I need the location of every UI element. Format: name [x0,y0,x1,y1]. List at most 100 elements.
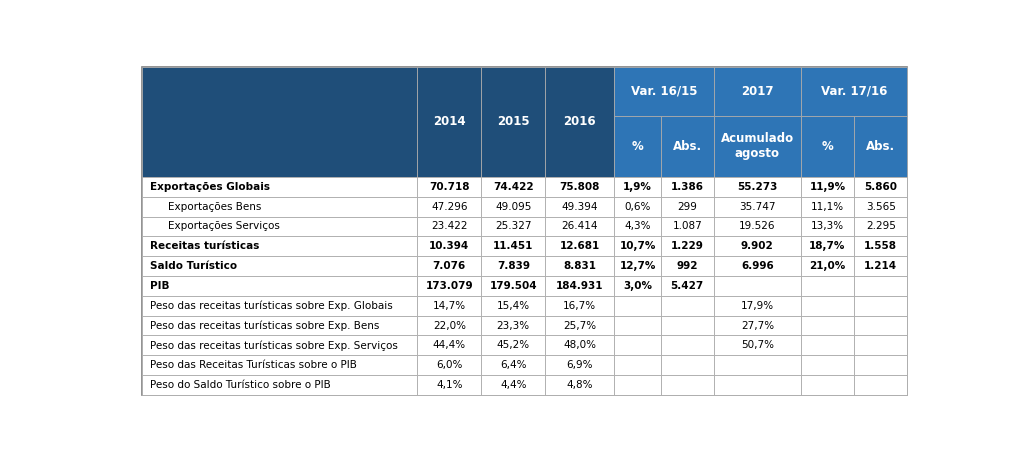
Text: 4,1%: 4,1% [436,380,463,390]
Bar [801,217,854,236]
Bar [801,256,854,276]
Bar [418,276,481,296]
Text: 47.296: 47.296 [431,202,468,212]
Bar [545,336,614,355]
Bar [142,375,418,395]
Bar [614,67,714,116]
Bar [854,296,907,315]
Bar [481,276,545,296]
Text: Var. 17/16: Var. 17/16 [821,85,887,98]
Bar [142,256,418,276]
Text: 11.451: 11.451 [494,241,534,251]
Bar [614,217,660,236]
Text: 14,7%: 14,7% [433,301,466,311]
Text: 992: 992 [677,261,698,271]
Text: 2017: 2017 [741,85,773,98]
Text: %: % [821,140,834,153]
Text: 2.295: 2.295 [865,221,896,232]
Bar [801,236,854,256]
Bar [418,315,481,336]
Bar [142,315,418,336]
Text: 75.808: 75.808 [560,182,600,192]
Bar [660,197,714,217]
Text: 4,8%: 4,8% [566,380,593,390]
Bar [142,217,418,236]
Bar [660,116,714,177]
Bar [714,315,801,336]
Text: 3,0%: 3,0% [623,281,652,291]
Bar [481,256,545,276]
Bar [142,296,418,315]
Text: 2016: 2016 [563,116,596,128]
Text: 35.747: 35.747 [739,202,775,212]
Text: 55.273: 55.273 [737,182,777,192]
Bar [481,217,545,236]
Bar [714,177,801,197]
Text: 19.526: 19.526 [739,221,775,232]
Bar [660,296,714,315]
Text: 4,4%: 4,4% [500,380,526,390]
Bar [142,355,418,375]
Text: 2015: 2015 [497,116,529,128]
Bar [481,336,545,355]
Text: Exportações Serviços: Exportações Serviços [168,221,280,232]
Text: 17,9%: 17,9% [740,301,774,311]
Bar [801,336,854,355]
Bar [854,256,907,276]
Bar [545,67,614,177]
Text: %: % [632,140,643,153]
Text: Acumulado
agosto: Acumulado agosto [721,132,794,160]
Bar [481,355,545,375]
Bar [660,236,714,256]
Bar [854,177,907,197]
Text: 23,3%: 23,3% [497,321,529,330]
Bar [481,236,545,256]
Bar [801,197,854,217]
Text: 6,4%: 6,4% [500,360,526,370]
Bar [801,177,854,197]
Text: 4,3%: 4,3% [625,221,651,232]
Text: 8.831: 8.831 [563,261,596,271]
Bar [545,355,614,375]
Text: 22,0%: 22,0% [433,321,466,330]
Text: 49.394: 49.394 [561,202,598,212]
Bar [614,177,660,197]
Text: 13,3%: 13,3% [811,221,844,232]
Bar [714,355,801,375]
Text: 12.681: 12.681 [560,241,600,251]
Text: 6,9%: 6,9% [566,360,593,370]
Text: Peso das receitas turísticas sobre Exp. Serviços: Peso das receitas turísticas sobre Exp. … [151,340,398,351]
Bar [801,276,854,296]
Bar [854,336,907,355]
Bar [614,276,660,296]
Bar [545,256,614,276]
Text: Abs.: Abs. [673,140,701,153]
Bar [660,355,714,375]
Text: 48,0%: 48,0% [563,340,596,351]
Bar [614,336,660,355]
Bar [481,197,545,217]
Bar [418,177,481,197]
Bar [142,177,418,197]
Text: 1.087: 1.087 [673,221,702,232]
Bar [481,296,545,315]
Text: 1.229: 1.229 [671,241,703,251]
Bar [481,375,545,395]
Bar [481,315,545,336]
Bar [614,256,660,276]
Bar [545,197,614,217]
Bar [418,217,481,236]
Bar [660,315,714,336]
Bar [418,296,481,315]
Bar [545,296,614,315]
Bar [481,67,545,177]
Bar [614,116,660,177]
Bar [545,236,614,256]
Text: 16,7%: 16,7% [563,301,596,311]
Bar [660,256,714,276]
Text: 179.504: 179.504 [489,281,537,291]
Text: Peso do Saldo Turístico sobre o PIB: Peso do Saldo Turístico sobre o PIB [151,380,331,390]
Text: 5.860: 5.860 [864,182,897,192]
Text: 1.558: 1.558 [864,241,897,251]
Text: 44,4%: 44,4% [433,340,466,351]
